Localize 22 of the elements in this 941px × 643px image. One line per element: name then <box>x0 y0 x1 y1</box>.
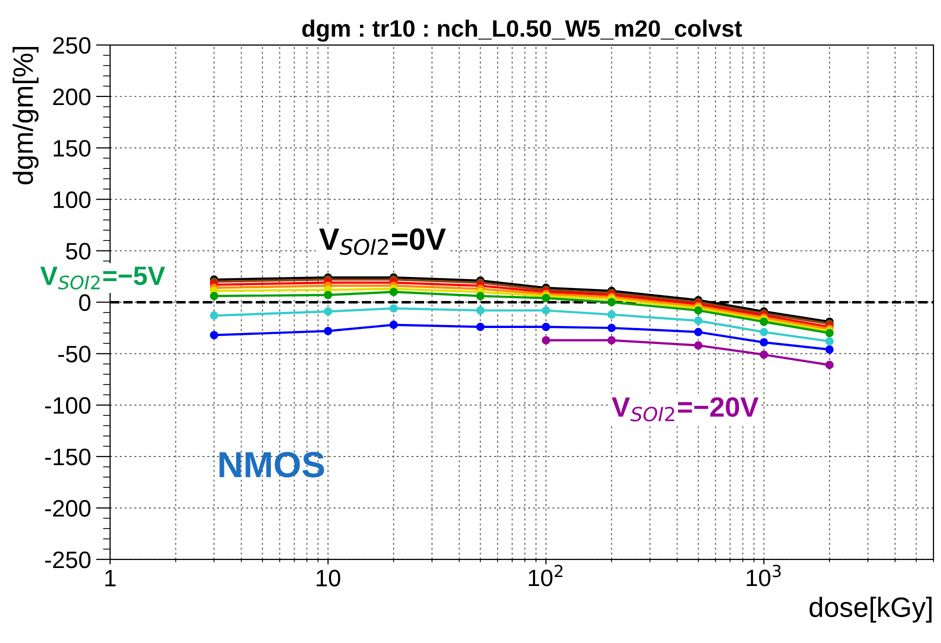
y-tick-label: 200 <box>53 88 90 106</box>
y-tick-label: 100 <box>54 191 90 208</box>
y-tick-label: -250 <box>45 551 90 568</box>
x-axis-title: dose[kGy] <box>810 596 932 623</box>
y-tick-label: -200 <box>45 500 90 517</box>
y-axis-title: dgm/gm[%] <box>12 46 39 184</box>
y-tick-label: 0 <box>79 294 90 311</box>
annotation: V$_{SOI2}$=−20V <box>612 397 759 422</box>
y-tick-label: 50 <box>66 242 90 260</box>
y-tick-label: -100 <box>45 397 90 414</box>
annotation: V$_{SOI2}$=−5V <box>40 266 166 290</box>
x-tick-label: 10 <box>316 570 340 586</box>
y-tick-label: -150 <box>45 448 90 466</box>
annotation: V$_{SOI2}$=0V <box>319 228 446 256</box>
y-tick-label: 250 <box>53 37 90 54</box>
annotation: NMOS <box>220 452 324 478</box>
x-tick-label: 10$^{3}$ <box>746 564 781 586</box>
y-tick-label: -50 <box>58 346 90 362</box>
x-tick-label: 1 <box>105 570 116 586</box>
x-tick-label: 10$^{2}$ <box>528 564 562 586</box>
chart-title: dgm : tr10 : nch_L0.50_W5_m20_colvst <box>302 20 742 42</box>
y-tick-label: 150 <box>54 140 90 157</box>
